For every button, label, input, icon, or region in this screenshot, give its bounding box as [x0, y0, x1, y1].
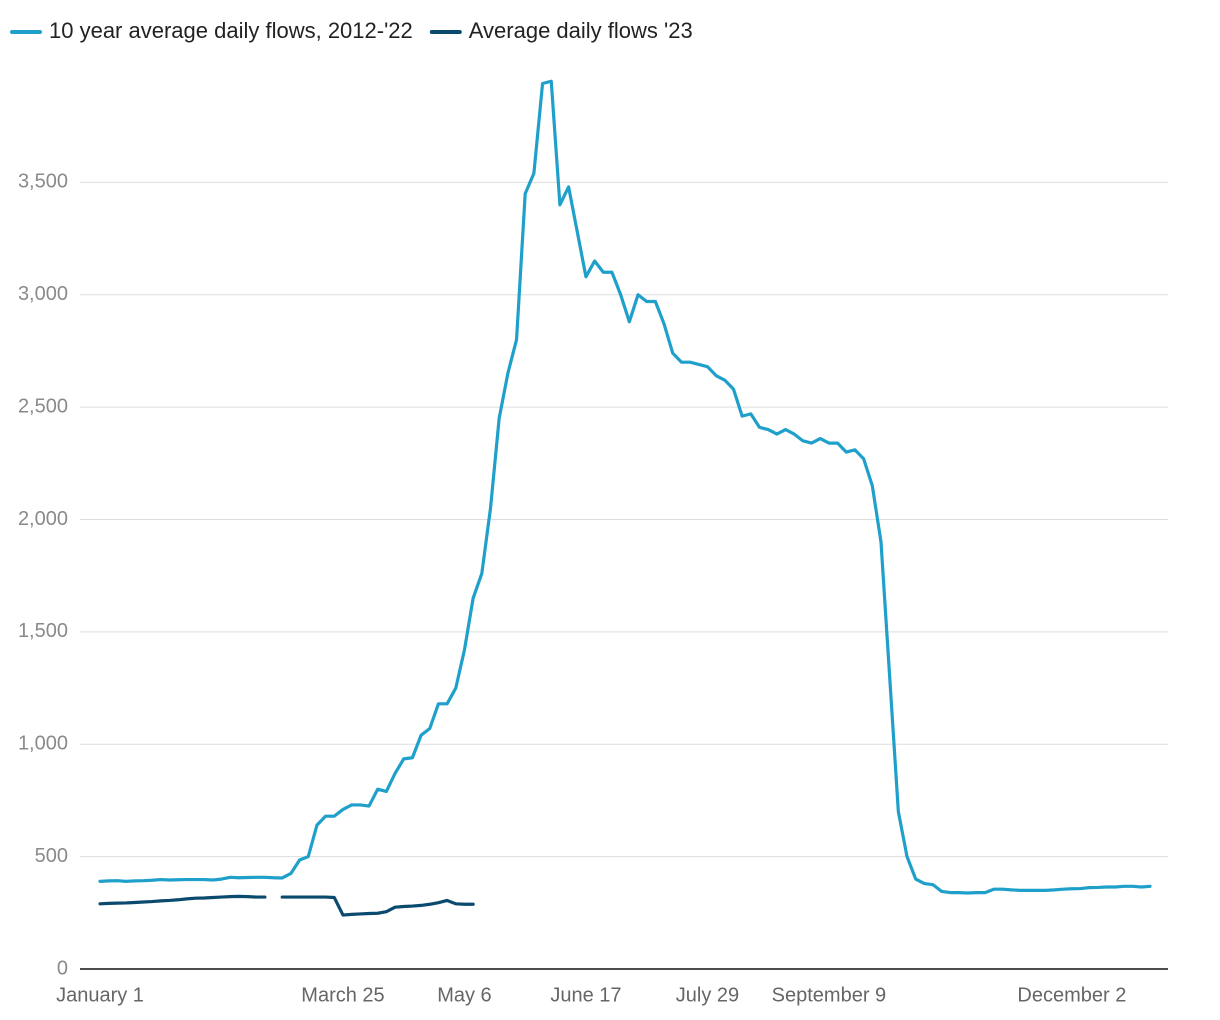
- x-tick-label: September 9: [772, 984, 887, 1006]
- x-tick-label: June 17: [550, 984, 621, 1006]
- y-tick-label: 1,000: [18, 733, 68, 755]
- series-line: [98, 79, 1152, 895]
- legend-label: Average daily flows '23: [469, 18, 693, 43]
- y-tick-label: 0: [57, 957, 68, 979]
- y-tick-label: 2,500: [18, 395, 68, 417]
- x-tick-label: January 1: [56, 984, 144, 1006]
- y-tick-label: 2,000: [18, 508, 68, 530]
- y-tick-label: 500: [35, 845, 68, 867]
- x-tick-label: March 25: [301, 984, 384, 1006]
- x-tick-label: July 29: [676, 984, 739, 1006]
- series-line: [98, 894, 475, 917]
- x-tick-label: December 2: [1017, 984, 1126, 1006]
- y-tick-label: 1,500: [18, 620, 68, 642]
- y-tick-label: 3,000: [18, 283, 68, 305]
- legend-label: 10 year average daily flows, 2012-'22: [49, 18, 413, 43]
- x-tick-label: May 6: [437, 984, 491, 1006]
- y-tick-label: 3,500: [18, 171, 68, 193]
